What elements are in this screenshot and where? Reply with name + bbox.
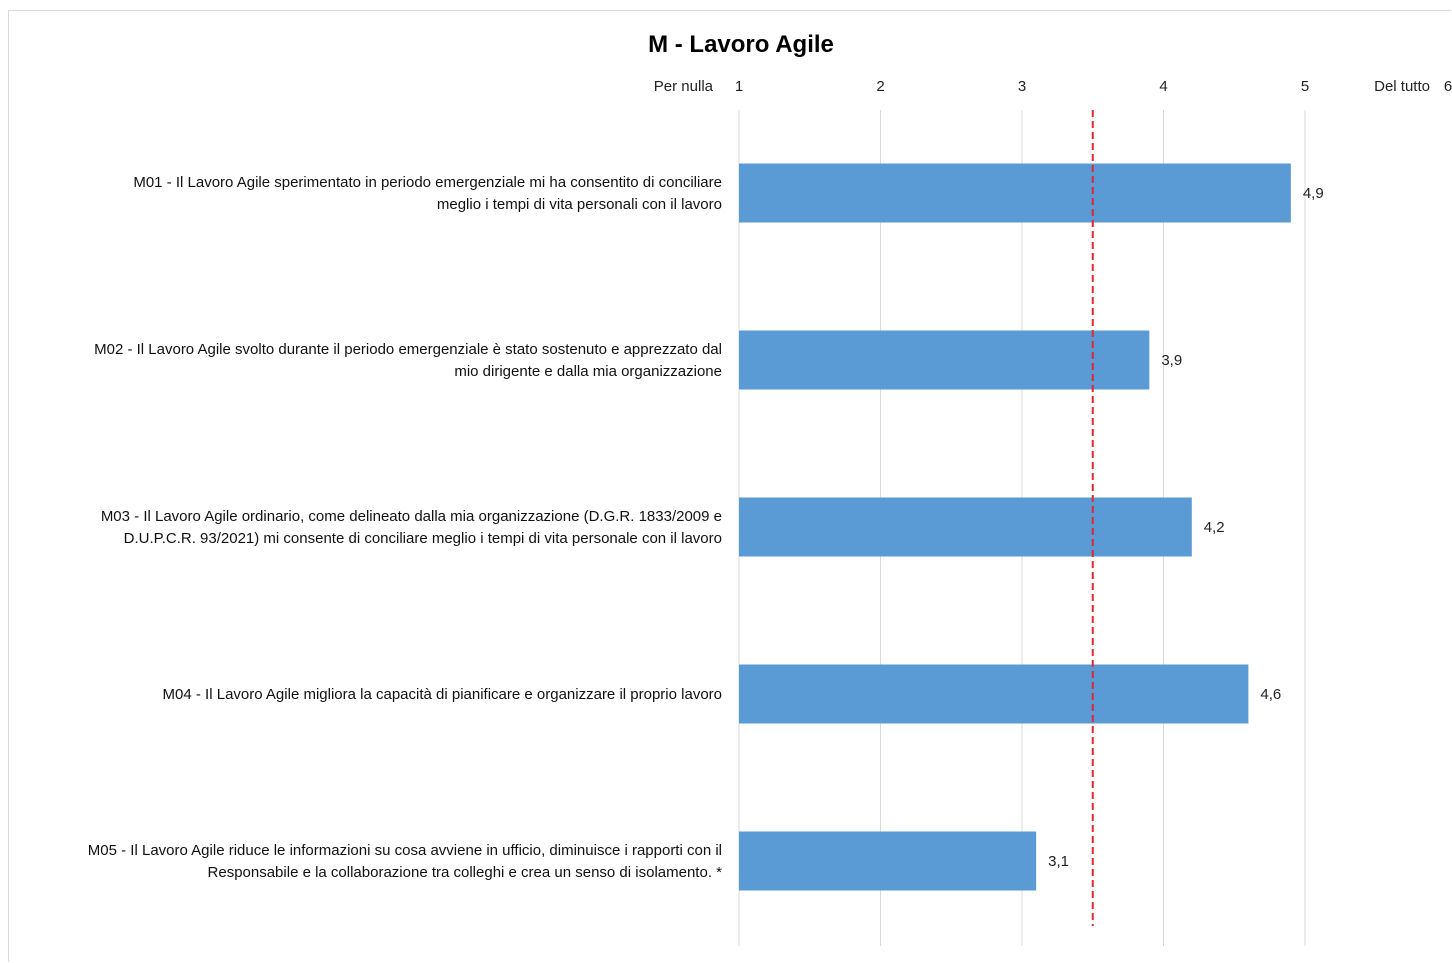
value-label-M01: 4,9 <box>1303 185 1324 202</box>
bar-M05 <box>739 831 1037 891</box>
scale-max-value: 6 <box>1444 78 1452 95</box>
bar-M03 <box>739 497 1192 557</box>
x-tick-label-2: 2 <box>876 78 884 95</box>
value-label-M02: 3,9 <box>1161 352 1182 369</box>
x-tick-label-5: 5 <box>1301 78 1309 95</box>
chart-frame <box>8 10 1451 962</box>
category-label-M05: M05 - Il Lavoro Agile riduce le informaz… <box>88 842 722 881</box>
chart-title: M - Lavoro Agile <box>648 31 834 58</box>
bar-M02 <box>739 330 1150 390</box>
value-label-M05: 3,1 <box>1048 853 1069 870</box>
x-tick-label-3: 3 <box>1018 78 1026 95</box>
x-tick-label-1: 1 <box>735 78 743 95</box>
value-label-M04: 4,6 <box>1260 686 1281 703</box>
x-tick-label-4: 4 <box>1159 78 1167 95</box>
category-label-M02: M02 - Il Lavoro Agile svolto durante il … <box>94 341 722 380</box>
value-label-M03: 4,2 <box>1204 519 1225 536</box>
scale-min-label: Per nulla <box>654 78 714 95</box>
category-label-M01: M01 - Il Lavoro Agile sperimentato in pe… <box>133 174 722 213</box>
bar-M04 <box>739 664 1249 724</box>
category-label-M03: M03 - Il Lavoro Agile ordinario, come de… <box>101 508 722 547</box>
category-label-M04: M04 - Il Lavoro Agile migliora la capaci… <box>163 686 722 703</box>
scale-max-label: Del tutto <box>1374 78 1430 95</box>
bar-M01 <box>739 163 1291 223</box>
